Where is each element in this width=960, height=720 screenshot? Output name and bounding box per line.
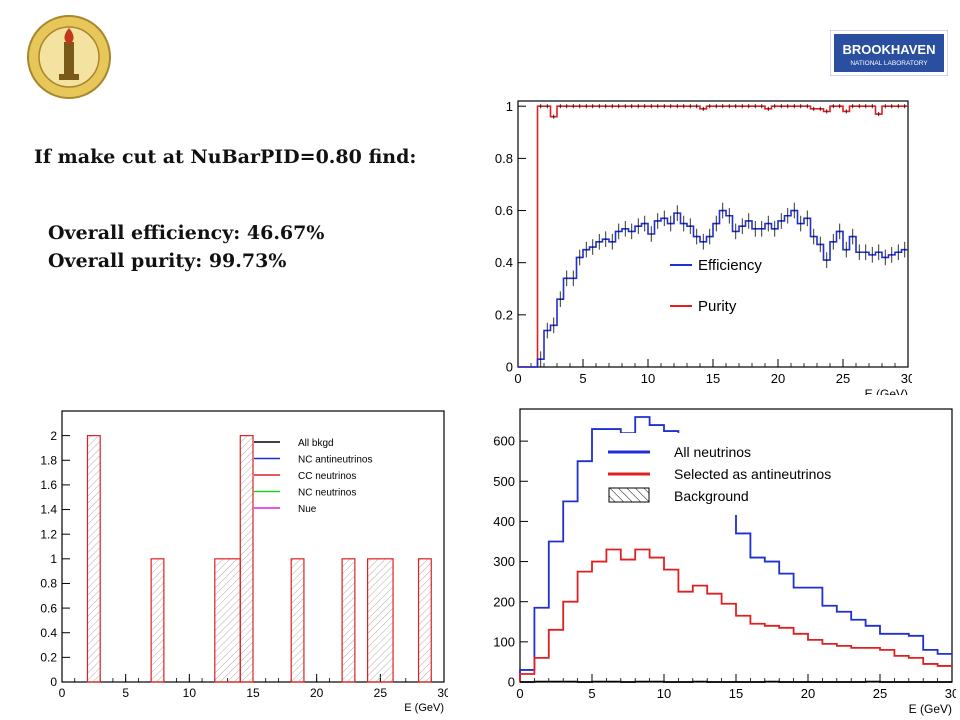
y-tick-label: 0.2 (495, 307, 513, 322)
y-tick-label: 1.6 (40, 478, 57, 492)
x-tick-label: 20 (771, 371, 785, 386)
histogram-bar (417, 558, 432, 683)
legend-label: All bkgd (298, 438, 334, 449)
background-histogram: 0 5 10 15 20 25 30 0 0.2 0.4 0.6 0.8 1 1.2 1.4 1.6 1.8 2 E… (40, 410, 448, 714)
histogram-bar (290, 558, 305, 683)
histogram-bar (86, 435, 101, 683)
efficiency-purity-chart: 0 5 10 15 20 25 30 0 0.2 0.4 0.6 0.8 1 E (GeV) Efficie… (495, 99, 912, 395)
y-tick-label: 0.8 (40, 577, 57, 591)
legend-label: All neutrinos (674, 444, 751, 460)
x-tick-label: 20 (801, 686, 815, 701)
y-tick-label: 200 (493, 594, 515, 609)
plot-frame (517, 100, 909, 368)
x-tick-label: 0 (514, 371, 521, 386)
y-tick-label: 1.8 (40, 453, 57, 467)
bnl-sub: NATIONAL LABORATORY (850, 60, 928, 67)
x-axis-label: E (GeV) (404, 702, 444, 714)
x-axis-label: E (GeV) (865, 387, 908, 395)
y-tick-label: 500 (493, 474, 515, 489)
x-tick-label: 0 (516, 686, 523, 701)
x-tick-label: 5 (122, 686, 129, 700)
x-tick-label: 25 (374, 686, 388, 700)
legend-label: Selected as antineutrinos (674, 466, 831, 482)
y-tick-label: 0 (506, 360, 513, 375)
y-tick-label: 0.8 (495, 151, 513, 166)
y-tick-label: 1.4 (40, 503, 57, 517)
legend-box (602, 433, 912, 515)
y-tick-label: 1.2 (40, 527, 57, 541)
y-tick-label: 1 (506, 99, 513, 114)
legend-label: Purity (698, 298, 737, 315)
series-line (519, 548, 952, 682)
y-tick-label: 0.4 (495, 255, 513, 270)
legend-label: Efficiency (698, 257, 762, 274)
x-axis-label: E (GeV) (909, 702, 952, 716)
series-line (518, 105, 908, 368)
x-tick-label: 5 (588, 686, 595, 701)
y-tick-label: 2 (50, 429, 57, 443)
histogram-bar (341, 558, 356, 683)
legend-label: Nue (298, 504, 317, 515)
y-tick-label: 400 (493, 514, 515, 529)
legend-label: Background (674, 488, 749, 504)
cut-headline: If make cut at NuBarPID=0.80 find: (34, 146, 417, 168)
y-tick-label: 0.4 (40, 626, 57, 640)
x-tick-label: 25 (873, 686, 887, 701)
x-tick-label: 30 (945, 686, 956, 701)
histogram-bar (239, 435, 254, 683)
series-line (518, 209, 908, 368)
overall-efficiency: Overall efficiency: 46.67% (48, 222, 325, 244)
y-tick-label: 600 (493, 434, 515, 449)
histogram-bar (367, 558, 394, 683)
x-tick-label: 0 (59, 686, 66, 700)
x-tick-label: 20 (310, 686, 324, 700)
legend-swatch (608, 487, 650, 503)
histogram-bar (214, 558, 241, 683)
legend-label: NC neutrinos (298, 488, 356, 499)
overall-purity: Overall purity: 99.73% (48, 250, 287, 272)
brookhaven-logo-icon: BROOKHAVEN NATIONAL LABORATORY (830, 30, 948, 76)
legend-label: CC neutrinos (298, 471, 356, 482)
y-tick-label: 300 (493, 554, 515, 569)
x-tick-label: 15 (729, 686, 743, 701)
caltech-seal-icon (27, 15, 111, 99)
y-tick-label: 1 (50, 552, 57, 566)
y-tick-label: 0 (508, 675, 515, 690)
histogram-bar (150, 558, 165, 683)
y-tick-label: 0.6 (495, 203, 513, 218)
y-tick-label: 100 (493, 634, 515, 649)
x-tick-label: 30 (901, 371, 912, 386)
x-tick-label: 10 (657, 686, 671, 701)
bnl-name: BROOKHAVEN (843, 42, 936, 57)
x-tick-label: 15 (246, 686, 260, 700)
x-tick-label: 25 (836, 371, 850, 386)
y-tick-label: 0.6 (40, 601, 57, 615)
x-tick-label: 5 (579, 371, 586, 386)
x-tick-label: 10 (183, 686, 197, 700)
x-tick-label: 30 (437, 686, 448, 700)
x-tick-label: 10 (641, 371, 655, 386)
x-tick-label: 15 (706, 371, 720, 386)
legend-label: NC antineutrinos (298, 455, 372, 466)
y-tick-label: 0 (50, 675, 57, 689)
y-tick-label: 0.2 (40, 651, 57, 665)
